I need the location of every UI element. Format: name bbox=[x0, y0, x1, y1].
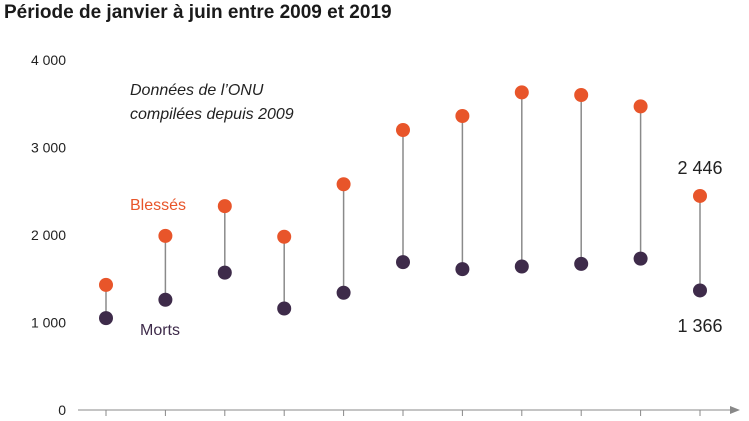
source-note-line-2: compilées depuis 2009 bbox=[130, 106, 294, 123]
point-blesses bbox=[455, 109, 470, 123]
point-blesses bbox=[217, 199, 232, 214]
point-morts bbox=[99, 311, 113, 326]
y-tick-label: 4 000 bbox=[31, 52, 66, 68]
x-axis-arrow-icon bbox=[730, 406, 740, 414]
series-label-morts: Morts bbox=[140, 322, 180, 339]
point-morts bbox=[336, 285, 351, 300]
y-tick-label: 2 000 bbox=[31, 227, 66, 243]
point-blesses bbox=[693, 188, 707, 203]
y-tick-label: 3 000 bbox=[31, 140, 66, 156]
point-blesses bbox=[99, 277, 113, 292]
x-axis bbox=[78, 406, 740, 416]
point-blesses bbox=[633, 99, 648, 114]
data-label-last-blesses: 2 446 bbox=[677, 158, 722, 178]
source-note-line-1: Données de l’ONU bbox=[130, 82, 264, 99]
point-blesses bbox=[514, 85, 529, 100]
y-tick-label: 1 000 bbox=[31, 315, 66, 331]
series-label-blesses: Blessés bbox=[130, 197, 186, 214]
point-morts bbox=[217, 265, 232, 280]
point-morts bbox=[633, 251, 648, 266]
point-morts bbox=[514, 259, 529, 274]
chart-title: Période de janvier à juin entre 2009 et … bbox=[4, 2, 392, 23]
point-blesses bbox=[277, 229, 292, 244]
point-blesses bbox=[396, 123, 410, 137]
point-morts bbox=[574, 256, 589, 271]
point-morts bbox=[396, 255, 410, 270]
point-blesses bbox=[336, 177, 351, 192]
point-morts bbox=[693, 283, 707, 298]
point-morts bbox=[158, 292, 173, 307]
y-axis: 0 1 000 2 000 3 000 4 000 bbox=[31, 52, 66, 418]
data-points bbox=[99, 85, 707, 326]
y-tick-label: 0 bbox=[58, 402, 66, 418]
point-morts bbox=[277, 301, 292, 316]
data-label-last-morts: 1 366 bbox=[677, 316, 722, 336]
point-morts bbox=[455, 262, 470, 277]
point-blesses bbox=[158, 228, 173, 243]
point-blesses bbox=[574, 88, 589, 102]
